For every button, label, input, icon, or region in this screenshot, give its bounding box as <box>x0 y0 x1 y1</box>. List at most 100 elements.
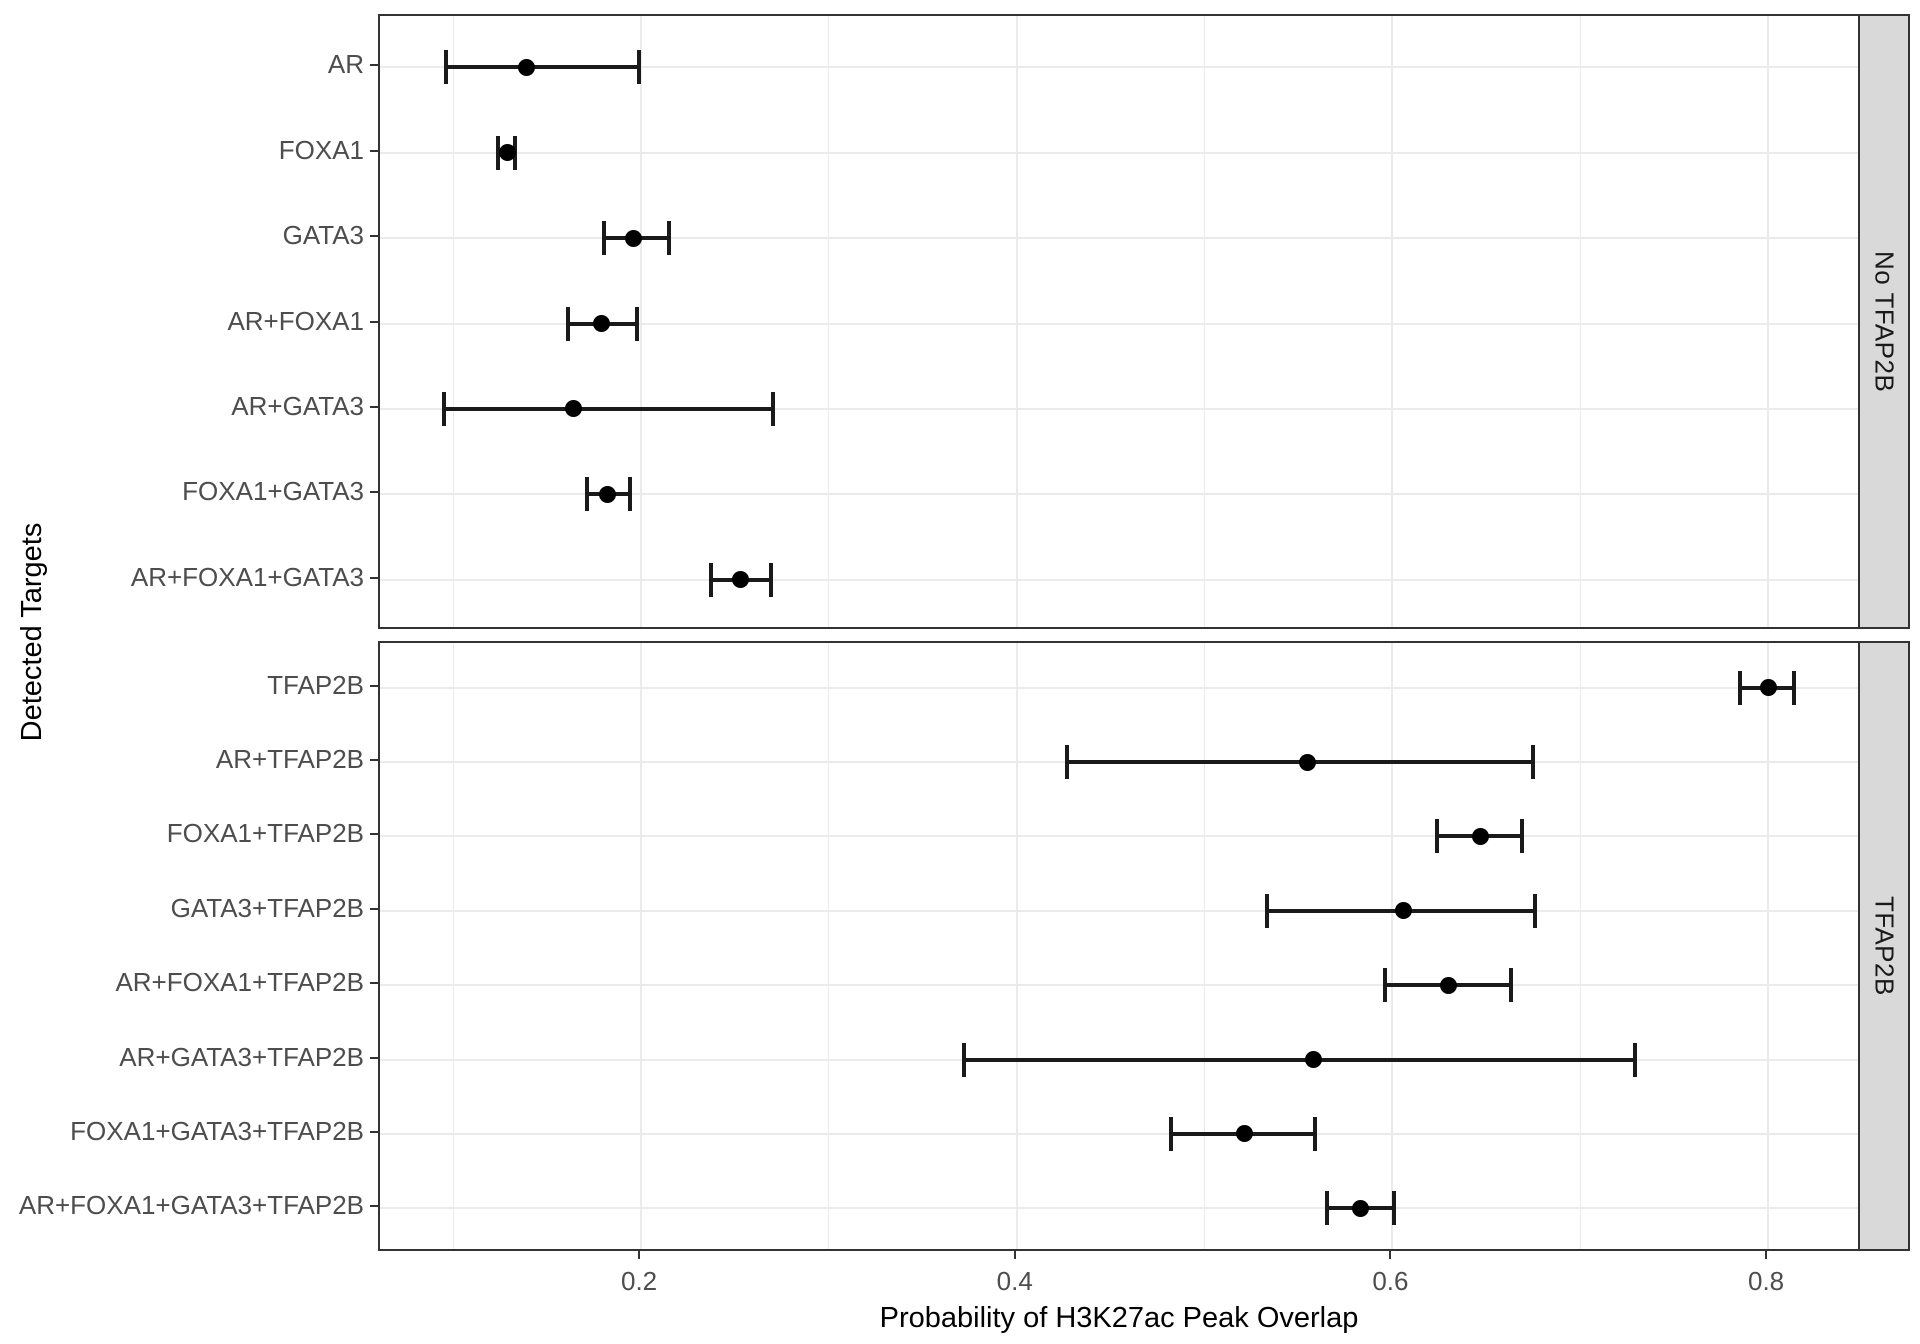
x-axis-tick <box>1389 1251 1392 1259</box>
error-bar <box>964 1057 1635 1062</box>
plot-panel-1 <box>378 14 1860 629</box>
x-tick-label: 0.8 <box>1748 1266 1785 1296</box>
error-bar-cap <box>708 562 713 597</box>
x-axis-title: Probability of H3K27ac Peak Overlap <box>879 1302 1359 1334</box>
point-estimate <box>1351 1199 1369 1217</box>
x-major-gridline <box>1391 643 1394 1249</box>
facet-strip-label: TFAP2B <box>1869 896 1900 996</box>
x-minor-gridline <box>1579 643 1581 1249</box>
point-estimate <box>518 58 535 76</box>
y-axis-tick <box>370 64 378 67</box>
plot-panel-2 <box>378 641 1860 1251</box>
x-major-gridline <box>1767 643 1770 1249</box>
point-estimate <box>564 400 582 418</box>
point-estimate <box>598 485 616 503</box>
y-axis-label: AR+GATA3 <box>231 390 364 421</box>
error-bar-cap <box>1435 819 1440 854</box>
x-minor-gridline <box>1579 16 1581 627</box>
y-axis-tick <box>370 759 378 762</box>
y-axis-label: GATA3+TFAP2B <box>170 892 364 923</box>
x-axis-tick <box>638 1251 641 1259</box>
facet-strip-1: No TFAP2B <box>1858 14 1910 629</box>
x-minor-gridline <box>828 643 830 1249</box>
point-estimate <box>732 571 750 589</box>
error-bar-cap <box>601 221 606 256</box>
error-bar-cap <box>1737 670 1742 705</box>
error-bar <box>445 65 640 70</box>
y-axis-tick <box>370 320 378 323</box>
y-axis-label: FOXA1 <box>278 134 364 165</box>
y-axis-tick <box>370 149 378 152</box>
x-minor-gridline <box>452 16 454 627</box>
point-estimate <box>499 144 517 162</box>
y-major-gridline <box>380 322 1858 325</box>
y-axis-tick <box>370 1130 378 1133</box>
y-major-gridline <box>380 493 1858 496</box>
error-bar-cap <box>667 221 672 256</box>
point-estimate <box>1395 902 1413 920</box>
y-axis-label: FOXA1+GATA3+TFAP2B <box>70 1115 364 1146</box>
y-axis-label: AR <box>327 49 364 80</box>
error-bar-cap <box>443 50 448 85</box>
y-major-gridline <box>380 578 1858 581</box>
y-axis-tick <box>370 405 378 408</box>
facet-strip-2: TFAP2B <box>1858 641 1910 1251</box>
y-axis-tick <box>370 907 378 910</box>
x-major-gridline <box>640 16 643 627</box>
point-estimate <box>1299 753 1317 771</box>
y-axis-tick <box>370 491 378 494</box>
x-axis-tick <box>1013 1251 1016 1259</box>
error-bar-cap <box>770 391 775 426</box>
error-bar-cap <box>441 391 446 426</box>
x-major-gridline <box>1767 16 1770 627</box>
y-axis-label: FOXA1+GATA3 <box>182 476 364 507</box>
error-bar-cap <box>1065 745 1070 780</box>
point-estimate <box>593 315 611 332</box>
y-major-gridline <box>380 66 1858 69</box>
y-axis-label: TFAP2B <box>267 669 364 700</box>
y-axis-label: GATA3 <box>282 219 364 250</box>
y-axis-label: AR+GATA3+TFAP2B <box>119 1041 364 1072</box>
x-minor-gridline <box>452 643 454 1249</box>
error-bar-cap <box>584 477 589 512</box>
x-major-gridline <box>640 643 643 1249</box>
error-bar-cap <box>1520 819 1525 854</box>
y-axis-tick <box>370 833 378 836</box>
y-axis-label: AR+FOXA1 <box>227 305 364 336</box>
y-axis-label: AR+FOXA1+TFAP2B <box>115 967 364 998</box>
y-major-gridline <box>380 407 1858 410</box>
y-axis-tick <box>370 982 378 985</box>
error-bar-cap <box>635 306 640 341</box>
error-bar-cap <box>1792 670 1797 705</box>
error-bar <box>443 406 773 411</box>
error-bar-cap <box>627 477 632 512</box>
y-axis-title: Detected Targets <box>16 522 48 742</box>
x-major-gridline <box>1015 16 1018 627</box>
y-major-gridline <box>380 1132 1858 1135</box>
y-major-gridline <box>380 1207 1858 1210</box>
y-major-gridline <box>380 686 1858 689</box>
x-minor-gridline <box>828 16 830 627</box>
x-minor-gridline <box>1204 643 1206 1249</box>
y-major-gridline <box>380 909 1858 912</box>
point-estimate <box>1759 679 1777 697</box>
x-tick-label: 0.2 <box>621 1266 658 1296</box>
y-axis-tick <box>370 684 378 687</box>
x-minor-gridline <box>1204 16 1206 627</box>
error-bar-cap <box>768 562 773 597</box>
point-estimate <box>1472 827 1490 845</box>
facet-strip-label: No TFAP2B <box>1869 250 1900 393</box>
y-axis-tick <box>370 235 378 238</box>
error-bar-cap <box>1508 968 1513 1003</box>
error-bar-cap <box>1324 1191 1329 1226</box>
y-major-gridline <box>380 835 1858 838</box>
error-bar-cap <box>1264 893 1269 928</box>
point-estimate <box>1235 1125 1253 1143</box>
y-axis-label: FOXA1+TFAP2B <box>166 818 364 849</box>
error-bar-cap <box>1531 745 1536 780</box>
x-tick-label: 0.6 <box>1372 1266 1409 1296</box>
point-estimate <box>1305 1051 1323 1069</box>
y-axis-tick <box>370 1056 378 1059</box>
point-estimate <box>625 229 643 247</box>
